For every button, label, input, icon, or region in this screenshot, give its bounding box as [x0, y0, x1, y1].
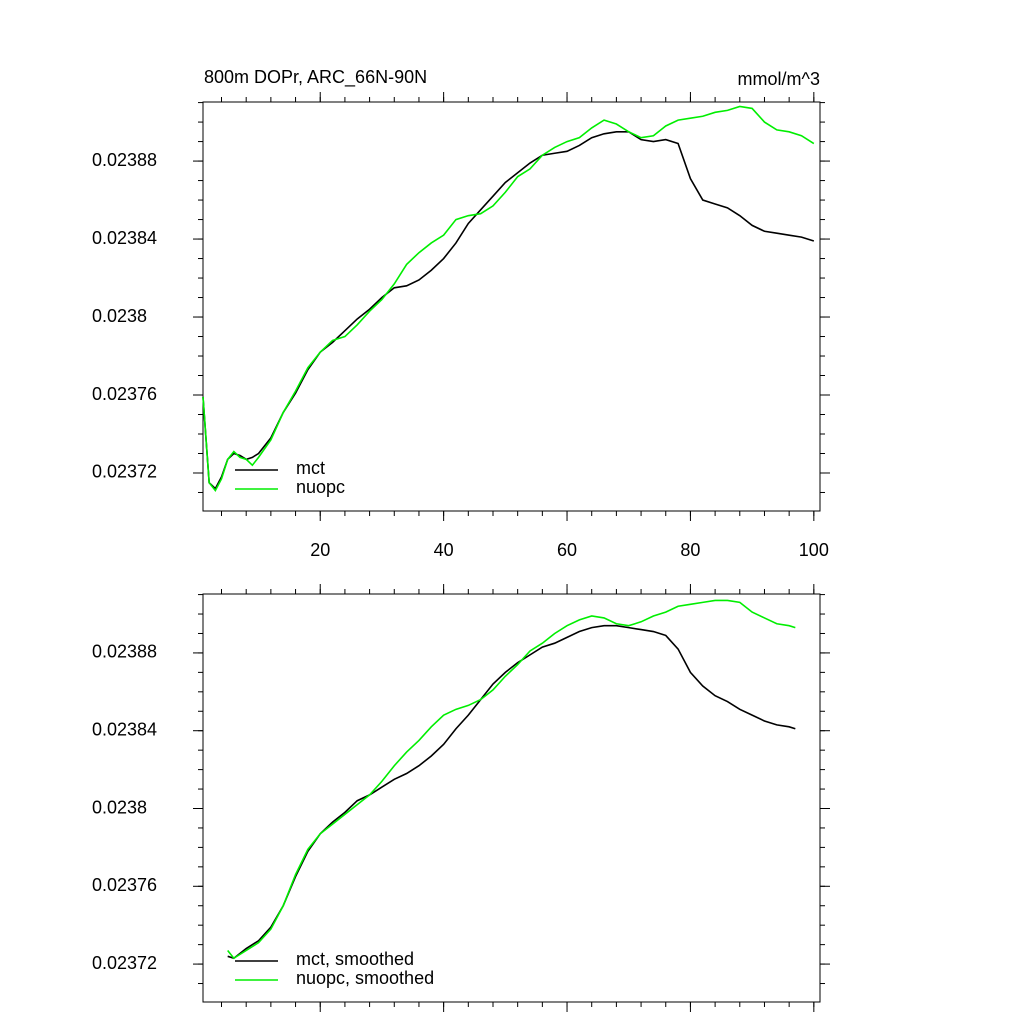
y-tick-label: 0.02376	[92, 875, 157, 895]
y-tick-label: 0.02384	[92, 719, 157, 739]
y-tick-label: 0.02372	[92, 462, 157, 482]
units-label: mmol/m^3	[738, 69, 820, 89]
legend-label: nuopc, smoothed	[296, 968, 434, 988]
y-tick-label: 0.02376	[92, 384, 157, 404]
legend-label: nuopc	[296, 477, 345, 497]
plot-frame	[202, 593, 821, 1003]
data-line	[202, 131, 815, 490]
y-tick-label: 0.0238	[92, 797, 147, 817]
x-tick-label: 60	[557, 540, 577, 560]
x-tick-label: 40	[434, 540, 454, 560]
x-tick-label: 80	[680, 540, 700, 560]
legend-label: mct	[296, 458, 325, 478]
x-tick-label: 100	[799, 540, 829, 560]
legend-label: mct, smoothed	[296, 949, 414, 969]
x-tick-label: 20	[310, 540, 330, 560]
y-tick-label: 0.02388	[92, 150, 157, 170]
y-tick-label: 0.02384	[92, 228, 157, 248]
data-line	[227, 599, 796, 960]
y-tick-label: 0.02372	[92, 953, 157, 973]
data-line	[227, 624, 796, 960]
y-tick-label: 0.0238	[92, 306, 147, 326]
data-line	[202, 105, 815, 492]
chart-title: 800m DOPr, ARC_66N-90N	[204, 67, 427, 88]
plot-frame	[202, 101, 821, 512]
y-tick-label: 0.02388	[92, 642, 157, 662]
